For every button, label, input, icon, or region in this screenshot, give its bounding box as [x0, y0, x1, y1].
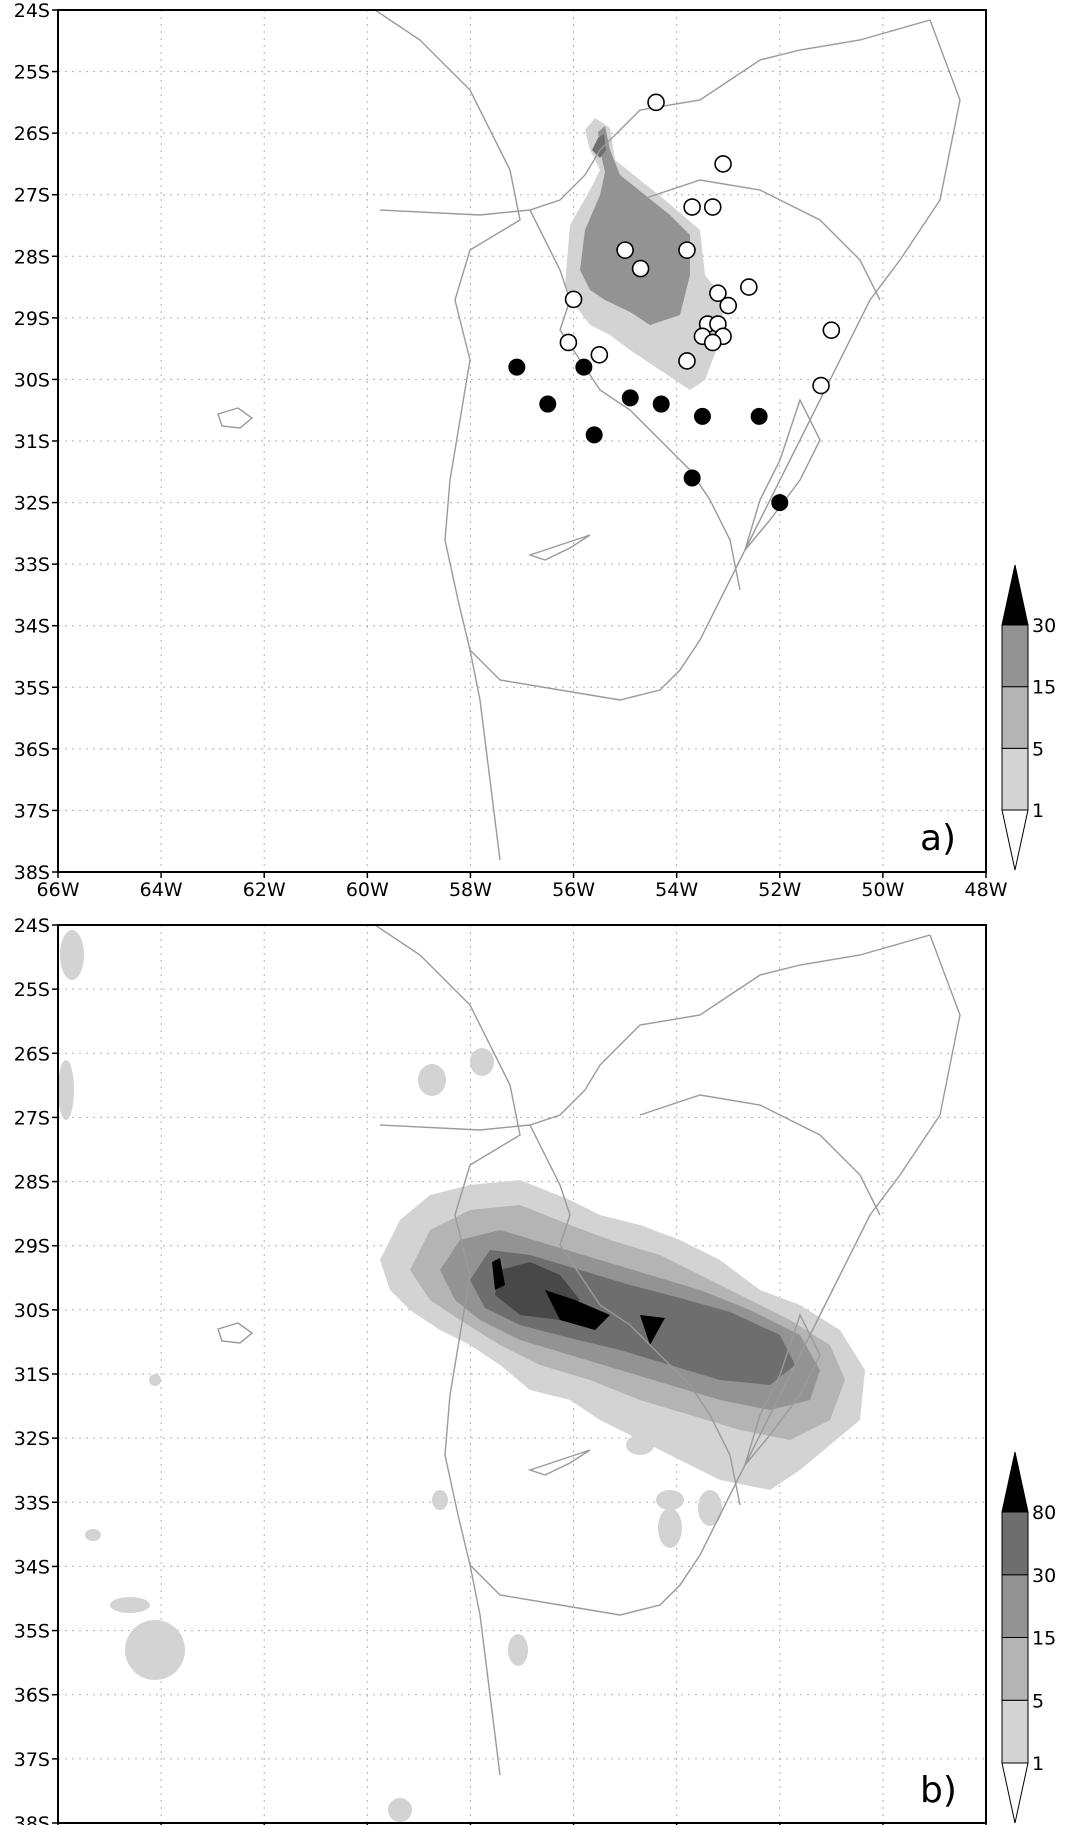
panel-a-shading — [565, 118, 725, 390]
colorbar-label: 15 — [1032, 1628, 1056, 1650]
station-marker-open — [714, 155, 732, 173]
tick-label-x: 52W — [758, 879, 801, 901]
station-marker-open — [703, 198, 722, 216]
tick-label-y: 33S — [14, 554, 50, 576]
colorbar-lower-triangle — [1001, 1762, 1029, 1824]
station-marker-open — [740, 278, 758, 296]
colorbar-label: 30 — [1032, 1565, 1056, 1587]
station-marker-open — [683, 198, 701, 216]
tick-label-x: 54W — [655, 879, 698, 901]
station-marker-open — [631, 259, 650, 278]
station-marker-open — [678, 241, 696, 259]
tick-label-y: 26S — [14, 1043, 50, 1065]
tick-label-y: 29S — [14, 1236, 50, 1258]
colorbar-segment — [1001, 1699, 1029, 1764]
tick-label-x: 62W — [243, 879, 286, 901]
tick-label-y: 29S — [14, 308, 50, 330]
tick-label-y: 34S — [14, 616, 50, 638]
station-marker-filled — [539, 395, 557, 413]
panel-a-tick-labels: 66W 64W 62W 60W 58W 56W 54W 52W 50W 48W 24S 25S 26S 2… — [14, 0, 1008, 901]
tick-label-y: 31S — [14, 431, 50, 453]
tick-label-x: 50W — [861, 879, 904, 901]
panel-b: 66W64W62W60W58W56W54W52W50W48W24S25S26S2… — [14, 915, 1056, 1825]
tick-label-y: 27S — [14, 185, 50, 207]
colorbar-upper-triangle — [1001, 1451, 1029, 1513]
station-marker-filled — [693, 407, 711, 425]
tick-label-y: 28S — [14, 246, 50, 268]
station-marker-open — [590, 345, 609, 364]
station-marker-open — [822, 321, 841, 339]
station-marker-open — [709, 284, 727, 303]
station-marker-open — [678, 352, 696, 370]
tick-label-x: 56W — [552, 879, 595, 901]
station-marker-filled — [621, 389, 639, 407]
tick-label-y: 30S — [14, 369, 50, 391]
colorbar-label: 1 — [1032, 1753, 1044, 1775]
colorbar-segment — [1001, 624, 1029, 688]
panel-a-gridlines — [58, 10, 986, 872]
tick-label-y: 35S — [14, 677, 50, 699]
tick-label-y: 34S — [14, 1556, 50, 1578]
tick-label-y: 25S — [14, 979, 50, 1001]
tick-label-x: 48W — [965, 879, 1008, 901]
tick-label-y: 24S — [14, 0, 50, 22]
panel-a: 66W 64W 62W 60W 58W 56W 54W 52W 50W 48W 24S 25S 26S 2… — [14, 0, 1056, 901]
tick-label-y: 37S — [14, 800, 50, 822]
tick-label-y: 25S — [14, 62, 50, 84]
station-marker-open — [812, 376, 830, 395]
tick-label-y: 38S — [14, 1813, 50, 1825]
colorbar-segment — [1001, 686, 1029, 749]
tick-label-x: 66W — [37, 879, 80, 901]
tick-label-y: 36S — [14, 739, 50, 761]
tick-label-y: 26S — [14, 123, 50, 145]
tick-label-y: 28S — [14, 1172, 50, 1194]
colorbar-upper-triangle — [1001, 564, 1029, 626]
colorbar-label: 30 — [1032, 615, 1056, 637]
station-marker-filled — [585, 426, 603, 444]
station-marker-filled — [652, 395, 670, 413]
tick-label-x: 64W — [140, 879, 183, 901]
station-marker-open — [616, 241, 634, 259]
tick-label-x: 58W — [449, 879, 492, 901]
station-marker-open — [564, 290, 583, 309]
station-marker-open — [719, 296, 738, 315]
tick-label-y: 31S — [14, 1364, 50, 1386]
tick-label-y: 35S — [14, 1621, 50, 1643]
tick-label-y: 32S — [14, 493, 50, 515]
tick-label-y: 27S — [14, 1107, 50, 1129]
panel-a-label: a) — [920, 818, 956, 859]
tick-label-y: 30S — [14, 1300, 50, 1322]
station-marker-filled — [683, 469, 701, 487]
station-marker-open — [559, 333, 578, 352]
colorbar-label: 15 — [1032, 677, 1056, 699]
station-marker-filled — [750, 407, 768, 425]
tick-label-x: 60W — [346, 879, 389, 901]
station-marker-open — [703, 333, 722, 352]
tick-label-y: 24S — [14, 915, 50, 937]
station-marker-filled — [575, 358, 593, 376]
colorbar-segment — [1001, 747, 1029, 811]
tick-label-y: 37S — [14, 1749, 50, 1771]
colorbar-segment — [1001, 1574, 1029, 1638]
station-marker-filled — [508, 358, 526, 376]
panel-a-observations — [508, 93, 841, 512]
panel-b-label: b) — [920, 1770, 957, 1811]
panel-b-tick-labels: 66W64W62W60W58W56W54W52W50W48W24S25S26S2… — [14, 915, 987, 1825]
station-marker-open — [647, 93, 665, 112]
colorbar-lower-triangle — [1001, 809, 1029, 871]
colorbar-label: 1 — [1032, 800, 1044, 822]
tick-label-y: 36S — [14, 1685, 50, 1707]
colorbar-segment — [1001, 1511, 1029, 1576]
tick-label-y: 33S — [14, 1492, 50, 1514]
colorbar-segment — [1001, 1637, 1029, 1701]
colorbar-label: 5 — [1032, 738, 1044, 760]
tick-label-y: 38S — [14, 862, 50, 884]
colorbar-label: 5 — [1032, 1690, 1044, 1712]
colorbar-label: 80 — [1032, 1502, 1056, 1524]
tick-label-y: 32S — [14, 1428, 50, 1450]
station-marker-filled — [771, 494, 789, 512]
